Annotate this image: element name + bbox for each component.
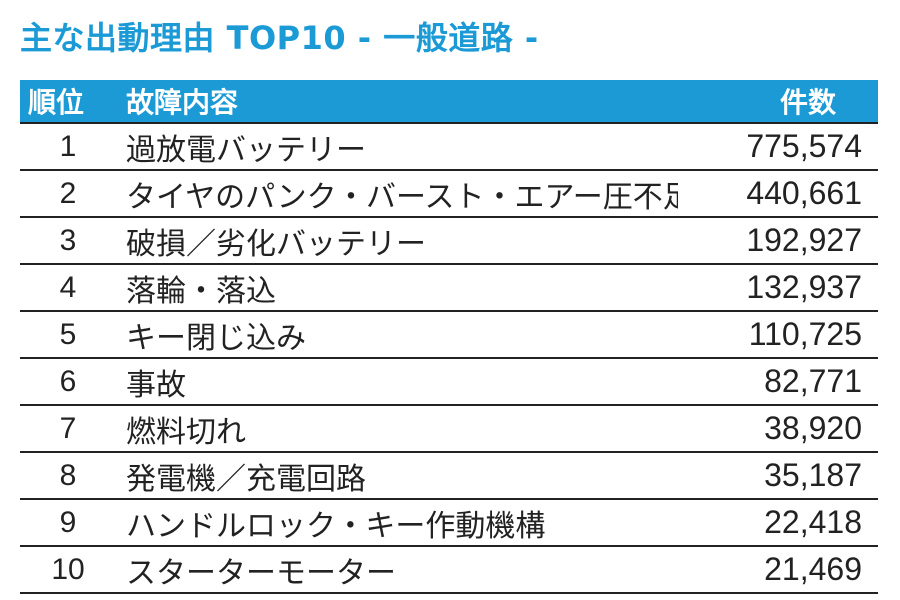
row-count: 21,469	[764, 551, 862, 587]
row-rank: 8	[59, 458, 77, 492]
row-count: 38,920	[764, 410, 862, 446]
table-row: 10 スターターモーター 21,469	[20, 547, 878, 594]
table-row: 7 燃料切れ 38,920	[20, 406, 878, 453]
header-rank: 順位	[28, 86, 85, 119]
row-reason: 落輪・落込	[126, 273, 276, 309]
row-reason: タイヤのパンク・バースト・エアー圧不足	[126, 179, 678, 215]
row-count: 35,187	[764, 457, 862, 493]
row-rank: 10	[51, 552, 85, 586]
ranking-table: 順位 故障内容 件数 1 過放電バッテリー 775,574 2 タイヤのパンク・…	[20, 80, 878, 594]
row-count: 132,937	[746, 269, 862, 305]
row-count: 192,927	[746, 222, 862, 258]
row-rank: 3	[59, 223, 77, 257]
table-row: 1 過放電バッテリー 775,574	[20, 124, 878, 171]
table-row: 8 発電機／充電回路 35,187	[20, 453, 878, 500]
row-reason: キー閉じ込み	[126, 320, 306, 356]
table-row: 9 ハンドルロック・キー作動機構 22,418	[20, 500, 878, 547]
header-count: 件数	[779, 86, 836, 119]
row-rank: 2	[59, 176, 77, 210]
row-rank: 4	[59, 270, 77, 304]
table-row: 2 タイヤのパンク・バースト・エアー圧不足 440,661	[20, 171, 878, 218]
row-reason: 燃料切れ	[126, 414, 246, 450]
page-title: 主な出動理由 TOP10 - 一般道路 -	[20, 19, 539, 57]
row-rank: 1	[59, 129, 77, 163]
row-reason: 過放電バッテリー	[126, 132, 366, 168]
header-reason: 故障内容	[126, 86, 239, 119]
row-rank: 9	[59, 505, 77, 539]
row-count: 22,418	[764, 504, 862, 540]
table-header: 順位 故障内容 件数	[20, 80, 878, 124]
row-count: 440,661	[746, 175, 862, 211]
row-count: 110,725	[748, 316, 862, 352]
table-row: 3 破損／劣化バッテリー 192,927	[20, 218, 878, 265]
row-reason: 事故	[126, 367, 186, 403]
row-reason: スターターモーター	[126, 555, 396, 591]
row-reason: 発電機／充電回路	[126, 461, 366, 497]
row-count: 82,771	[764, 363, 862, 399]
table-row: 5 キー閉じ込み 110,725	[20, 312, 878, 359]
row-rank: 5	[59, 317, 77, 351]
row-rank: 6	[59, 364, 77, 398]
row-rank: 7	[59, 411, 77, 445]
table-row: 4 落輪・落込 132,937	[20, 265, 878, 312]
row-reason: ハンドルロック・キー作動機構	[126, 508, 546, 544]
row-reason: 破損／劣化バッテリー	[126, 226, 426, 262]
row-count: 775,574	[746, 128, 862, 164]
table-row: 6 事故 82,771	[20, 359, 878, 406]
